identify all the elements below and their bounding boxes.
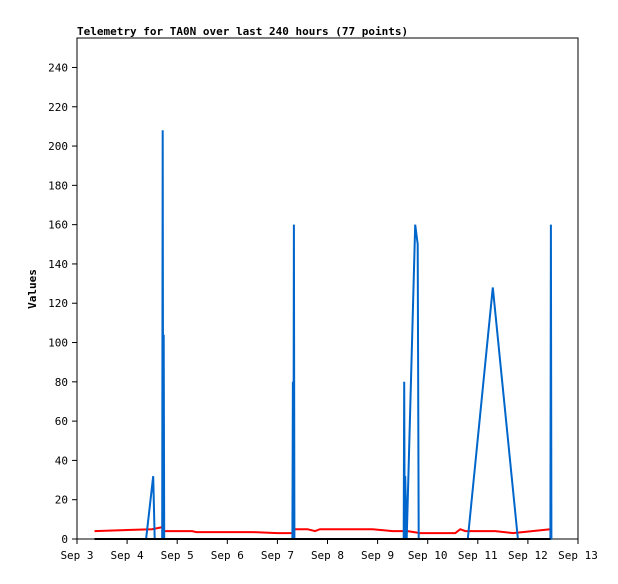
series-group bbox=[94, 130, 553, 540]
y-tick-label: 160 bbox=[48, 219, 68, 232]
y-tick-label: 240 bbox=[48, 61, 68, 74]
x-tick-label: Sep 12 bbox=[508, 549, 548, 562]
y-tick-label: 80 bbox=[55, 376, 68, 389]
chart-title: Telemetry for TA0N over last 240 hours (… bbox=[77, 25, 408, 38]
x-tick-label: Sep 10 bbox=[408, 549, 448, 562]
y-axis: 0 20 40 60 80 100 120 140 160 180 200 220 240 bbox=[48, 61, 77, 546]
y-tick-label: 200 bbox=[48, 140, 68, 153]
x-tick-label: Sep 6 bbox=[211, 549, 244, 562]
x-tick-label: Sep 3 bbox=[60, 549, 93, 562]
y-tick-label: 140 bbox=[48, 258, 68, 271]
y-tick-label: 60 bbox=[55, 415, 68, 428]
x-tick-label: Sep 11 bbox=[458, 549, 498, 562]
y-tick-label: 120 bbox=[48, 297, 68, 310]
x-tick-label: Sep 9 bbox=[361, 549, 394, 562]
x-tick-label: Sep 8 bbox=[311, 549, 344, 562]
series-line-1 bbox=[94, 526, 551, 535]
y-tick-label: 40 bbox=[55, 454, 68, 467]
y-axis-label: Values bbox=[26, 269, 39, 309]
plot-area bbox=[76, 37, 579, 540]
y-tick-label: 0 bbox=[61, 533, 68, 546]
y-tick-label: 20 bbox=[55, 494, 68, 507]
x-tick-label: Sep 5 bbox=[161, 549, 194, 562]
x-tick-label: Sep 13 bbox=[558, 549, 598, 562]
x-axis: Sep 3 Sep 4 Sep 5 Sep 6 Sep 7 Sep 8 Sep 9 Sep 1… bbox=[60, 539, 598, 562]
x-tick-label: Sep 7 bbox=[261, 549, 294, 562]
y-tick-label: 180 bbox=[48, 179, 68, 192]
y-tick-label: 220 bbox=[48, 101, 68, 114]
x-tick-label: Sep 4 bbox=[111, 549, 144, 562]
y-tick-label: 100 bbox=[48, 337, 68, 350]
